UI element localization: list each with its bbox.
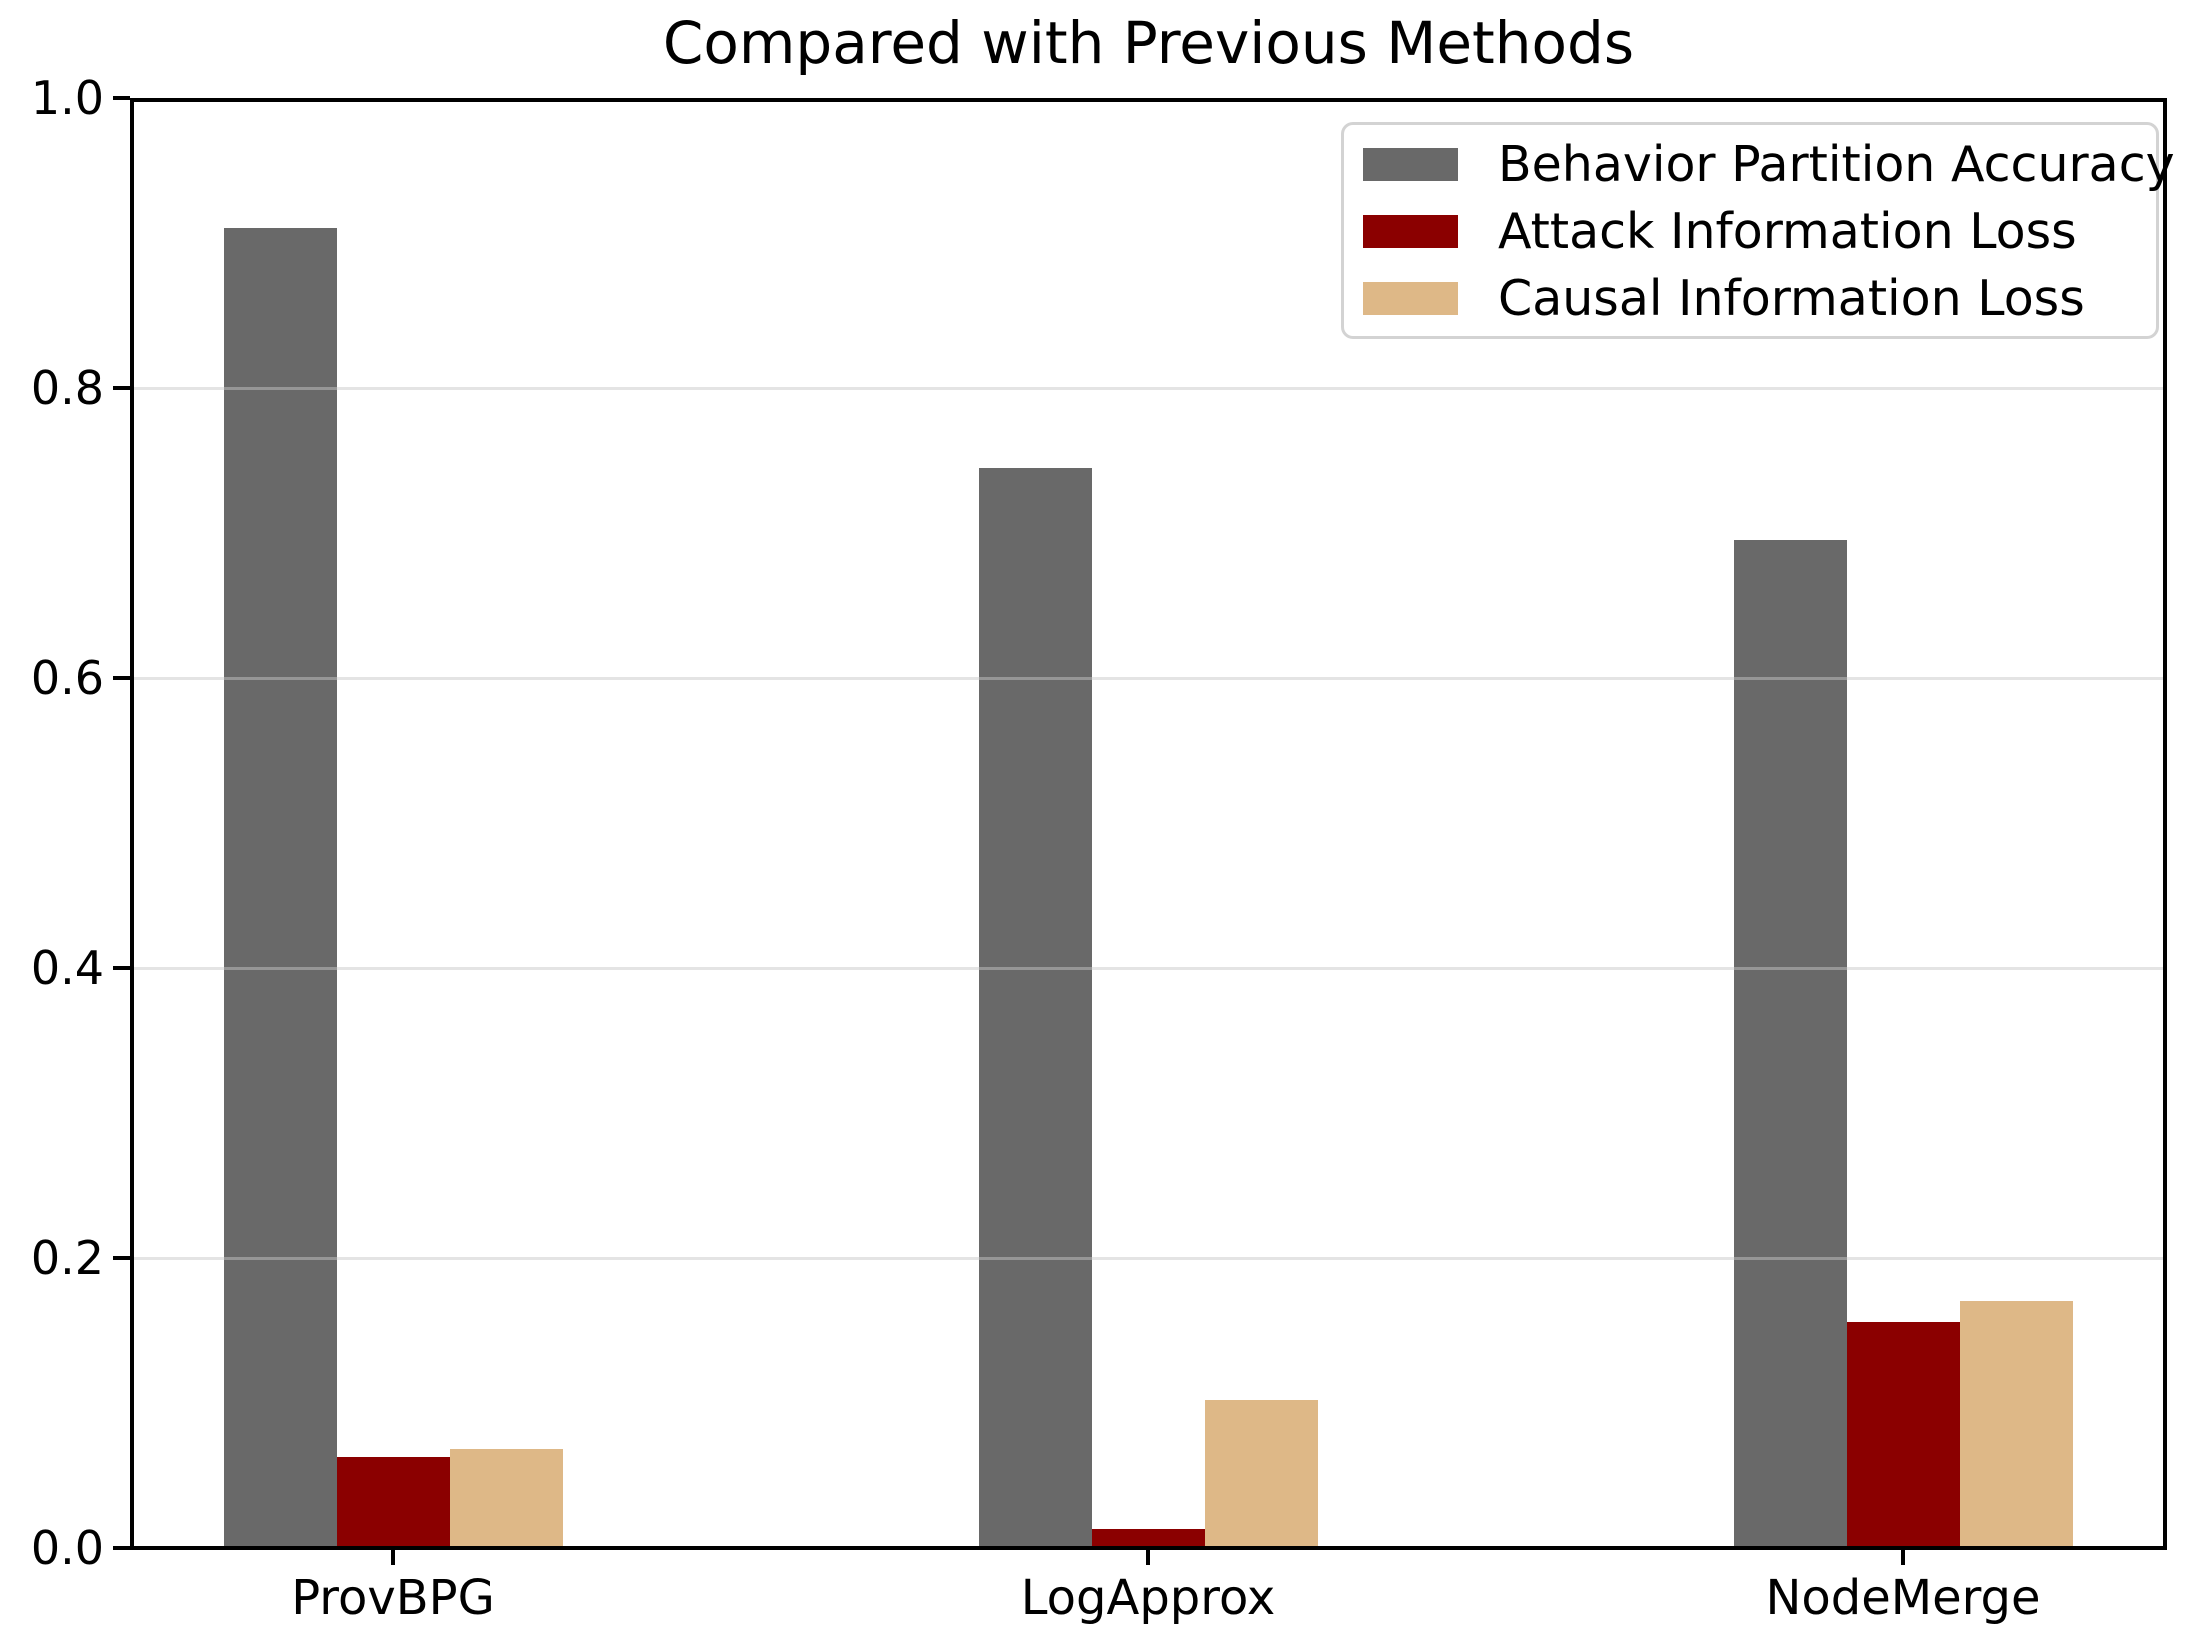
bar-causal-information-loss-logapprox	[1205, 1400, 1318, 1548]
bar-attack-information-loss-nodemerge	[1847, 1322, 1960, 1548]
y-tick-mark-0.0	[113, 1546, 130, 1550]
legend-swatch-behavior-partition-accuracy	[1363, 148, 1458, 181]
legend-swatch-causal-information-loss	[1363, 282, 1458, 315]
gridline-0.2	[132, 1257, 2165, 1260]
bar-causal-information-loss-provbpg	[450, 1449, 563, 1548]
gridline-0.8	[132, 387, 2165, 390]
x-tick-mark-nodemerge	[1901, 1548, 1905, 1565]
y-tick-label-0.4: 0.4	[30, 941, 104, 995]
x-tick-mark-provbpg	[391, 1548, 395, 1565]
y-tick-label-1.0: 1.0	[30, 71, 104, 125]
chart-title: Compared with Previous Methods	[662, 9, 1635, 77]
bar-behavior-partition-accuracy-nodemerge	[1734, 540, 1847, 1548]
bar-behavior-partition-accuracy-provbpg	[224, 228, 337, 1548]
gridline-overlay-0.4	[132, 967, 2165, 970]
legend-label-attack-information-loss: Attack Information Loss	[1498, 203, 2077, 260]
gridline-overlay-0.8	[132, 387, 2165, 390]
legend-swatch-attack-information-loss	[1363, 215, 1458, 248]
gridline-overlay-0.6	[132, 677, 2165, 680]
spine-left	[130, 98, 134, 1550]
legend-label-behavior-partition-accuracy: Behavior Partition Accuracy	[1498, 136, 2175, 193]
y-tick-label-0.0: 0.0	[30, 1521, 104, 1575]
x-tick-label-logapprox: LogApprox	[1020, 1570, 1276, 1626]
x-tick-label-provbpg: ProvBPG	[291, 1570, 495, 1626]
gridline-0.6	[132, 677, 2165, 680]
x-tick-label-nodemerge: NodeMerge	[1765, 1570, 2041, 1626]
legend-box: Behavior Partition Accuracy Attack Inform…	[1341, 122, 2175, 339]
y-tick-label-0.6: 0.6	[30, 651, 104, 705]
spine-right	[2163, 98, 2167, 1550]
y-tick-mark-0.8	[113, 386, 130, 390]
bar-attack-information-loss-provbpg	[337, 1457, 450, 1548]
gridline-0.4	[132, 967, 2165, 970]
y-tick-mark-0.2	[113, 1256, 130, 1260]
y-tick-label-0.2: 0.2	[30, 1231, 104, 1285]
bar-attack-information-loss-logapprox	[1092, 1529, 1205, 1548]
legend-label-causal-information-loss: Causal Information Loss	[1498, 270, 2085, 327]
bar-behavior-partition-accuracy-logapprox	[979, 468, 1092, 1548]
legend-item-attack-information-loss: Attack Information Loss	[1363, 198, 2156, 265]
gridline-overlay-0.2	[132, 1257, 2165, 1260]
legend-item-causal-information-loss: Causal Information Loss	[1363, 265, 2156, 332]
y-tick-mark-0.4	[113, 966, 130, 970]
y-tick-mark-1.0	[113, 96, 130, 100]
y-tick-mark-0.6	[113, 676, 130, 680]
legend-item-behavior-partition-accuracy: Behavior Partition Accuracy	[1363, 131, 2175, 198]
spine-top	[130, 98, 2167, 102]
x-tick-mark-logapprox	[1146, 1548, 1150, 1565]
y-tick-label-0.8: 0.8	[30, 361, 104, 415]
bar-causal-information-loss-nodemerge	[1960, 1301, 2073, 1548]
